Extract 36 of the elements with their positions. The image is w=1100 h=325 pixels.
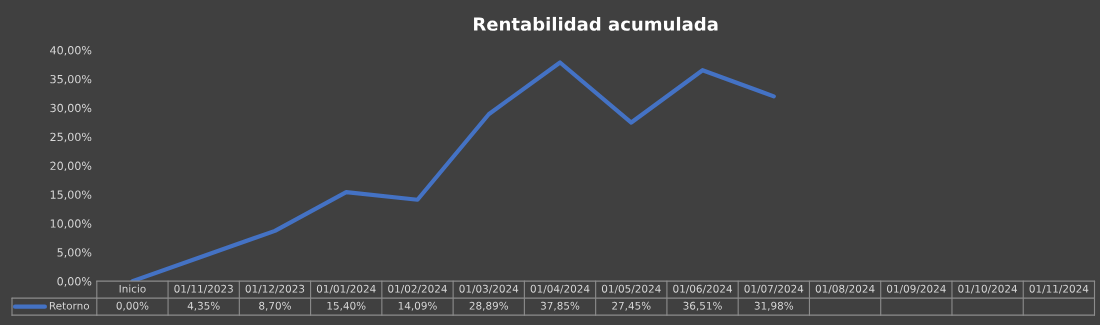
data-label: 31,98% xyxy=(754,301,794,311)
x-tick-label: 01/05/2024 xyxy=(601,284,661,294)
x-tick-label: 01/11/2024 xyxy=(1029,284,1089,294)
x-tick-label: 01/07/2024 xyxy=(744,284,804,294)
data-label: 27,45% xyxy=(612,301,651,311)
x-tick-label: 01/02/2024 xyxy=(388,284,447,294)
x-tick-label: 01/11/2023 xyxy=(174,284,233,294)
data-label: 8,70% xyxy=(259,301,291,311)
y-tick-label: 20,00% xyxy=(50,161,92,172)
y-tick-label: 0,00% xyxy=(57,277,92,287)
x-tick-label: 01/06/2024 xyxy=(673,284,732,294)
y-tick-label: 5,00% xyxy=(57,248,92,258)
x-tick-label: 01/03/2024 xyxy=(459,284,519,294)
data-label: 37,85% xyxy=(540,301,580,311)
line-series xyxy=(130,60,776,282)
data-label: 15,40% xyxy=(327,301,366,311)
x-tick-label: 01/12/2023 xyxy=(245,284,305,294)
y-tick-label: 25,00% xyxy=(50,132,92,143)
data-label: 36,51% xyxy=(683,301,722,311)
x-tick-label: 01/01/2024 xyxy=(316,284,376,294)
y-tick-label: 35,00% xyxy=(50,74,92,85)
x-tick-label: 01/04/2024 xyxy=(530,284,590,294)
x-tick-label: 01/08/2024 xyxy=(815,284,875,294)
x-tick-label: Inicio xyxy=(119,284,146,293)
y-tick-label: 15,00% xyxy=(50,190,92,200)
y-tick-label: 30,00% xyxy=(50,103,92,114)
data-label: 14,09% xyxy=(398,301,437,311)
legend-label: Retorno xyxy=(49,301,90,310)
y-tick-label: 10,00% xyxy=(50,219,92,229)
x-tick-label: 01/10/2024 xyxy=(958,284,1018,294)
data-label: 28,89% xyxy=(469,301,509,311)
data-label: 4,35% xyxy=(187,301,220,311)
y-tick-label: 40,00% xyxy=(50,46,92,56)
x-tick-label: 01/09/2024 xyxy=(887,284,946,294)
data-label: 0,00% xyxy=(116,301,149,311)
chart-title: Rentabilidad acumulada xyxy=(474,16,718,31)
